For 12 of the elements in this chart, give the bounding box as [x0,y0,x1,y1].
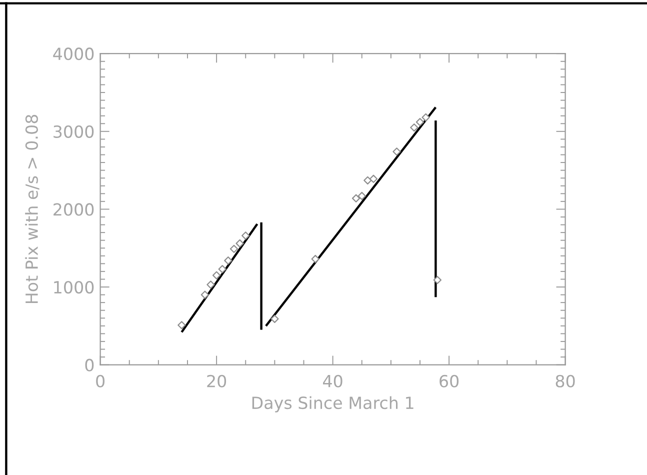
x-tick-label: 20 [207,374,226,388]
x-tick-label: 80 [556,374,575,388]
y-tick-label: 3000 [54,125,94,138]
y-tick-label: 2000 [54,203,94,216]
x-axis-title: Days Since March 1 [252,396,414,412]
y-tick-label: 4000 [53,48,94,60]
x-tick-label: 40 [323,374,342,388]
x-tick-label: 0 [96,374,104,388]
y-tick-label: 0 [85,358,94,372]
y-tick-label: 1000 [54,280,94,294]
x-tick-label: 60 [440,374,459,388]
y-axis-title: Hot Pix with e/s > 0.08 [25,114,40,304]
